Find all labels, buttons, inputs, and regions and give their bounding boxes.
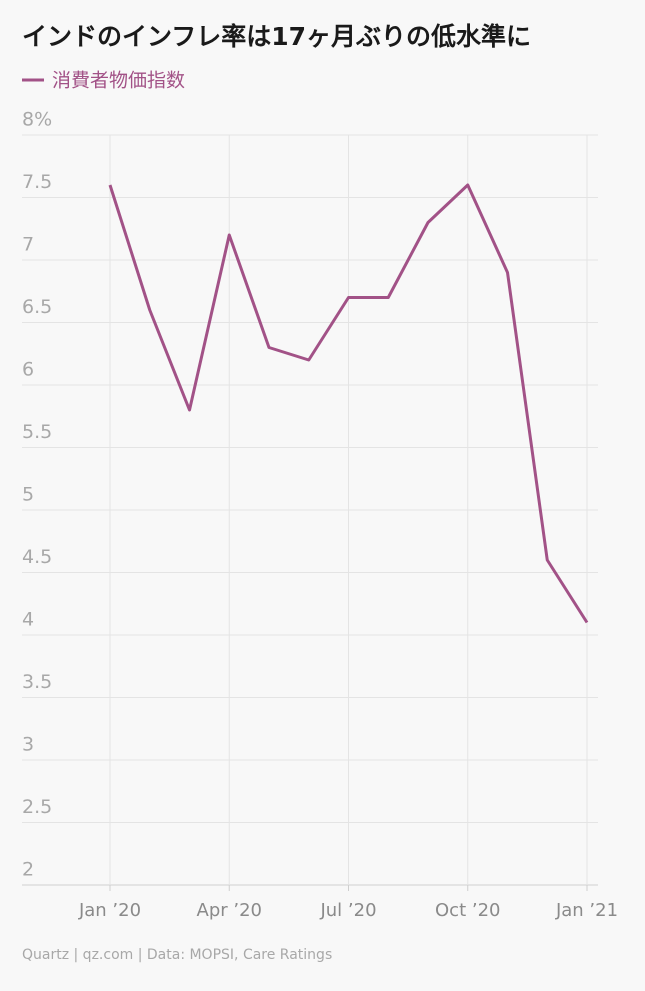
y-tick-label: 2.5 xyxy=(22,796,52,818)
y-tick-label: 5 xyxy=(22,484,34,506)
x-tick-label: Oct ’20 xyxy=(435,900,500,921)
legend-label: 消費者物価指数 xyxy=(52,70,185,92)
y-tick-label: 2 xyxy=(22,859,34,881)
source: Quartz | qz.com | Data: MOPSI, Care Rati… xyxy=(22,947,332,963)
line xyxy=(108,183,589,624)
x-tick-label: Jan ’21 xyxy=(555,900,618,921)
y-tick-label: 7 xyxy=(22,234,34,256)
y-tick-label: 4.5 xyxy=(22,546,52,568)
y-tick-label: 6 xyxy=(22,359,34,381)
y-tick-label: 7.5 xyxy=(22,171,52,193)
x-tick-label: Apr ’20 xyxy=(197,900,263,921)
y-tick-label: 8% xyxy=(22,109,52,131)
x-tick-label: Jan ’20 xyxy=(78,900,141,921)
x-tick-label: Jul ’20 xyxy=(319,900,376,921)
y-tick-label: 3.5 xyxy=(22,671,52,693)
y-tick-label: 4 xyxy=(22,609,34,631)
y-tick-label: 6.5 xyxy=(22,296,52,318)
chart-title: インドのインフレ率は17ヶ月ぶりの低水準に xyxy=(22,22,531,51)
y-tick-label: 3 xyxy=(22,734,34,756)
y-tick-label: 5.5 xyxy=(22,421,52,443)
